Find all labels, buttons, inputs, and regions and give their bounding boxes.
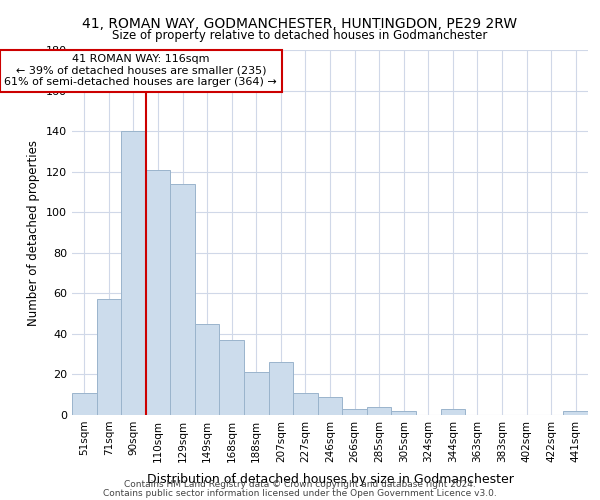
Bar (195, 324, 220, 415)
Bar (146, 170, 170, 415)
X-axis label: Distribution of detached houses by size in Godmanchester: Distribution of detached houses by size … (146, 473, 514, 486)
Bar (269, 362, 293, 415)
Bar (563, 411, 588, 415)
Text: Size of property relative to detached houses in Godmanchester: Size of property relative to detached ho… (112, 29, 488, 42)
Bar (293, 392, 318, 415)
Bar (318, 397, 342, 415)
Bar (220, 340, 244, 415)
Bar (244, 372, 269, 415)
Y-axis label: Number of detached properties: Number of detached properties (28, 140, 40, 326)
Bar (121, 131, 146, 415)
Text: 41, ROMAN WAY, GODMANCHESTER, HUNTINGDON, PE29 2RW: 41, ROMAN WAY, GODMANCHESTER, HUNTINGDON… (82, 18, 518, 32)
Bar (440, 409, 465, 415)
Text: 41 ROMAN WAY: 116sqm
← 39% of detached houses are smaller (235)
61% of semi-deta: 41 ROMAN WAY: 116sqm ← 39% of detached h… (4, 54, 277, 88)
Bar (72, 392, 97, 415)
Text: Contains public sector information licensed under the Open Government Licence v3: Contains public sector information licen… (103, 488, 497, 498)
Bar (97, 300, 121, 415)
Text: Contains HM Land Registry data © Crown copyright and database right 2024.: Contains HM Land Registry data © Crown c… (124, 480, 476, 489)
Bar (342, 409, 367, 415)
Bar (391, 411, 416, 415)
Bar (170, 184, 195, 415)
Bar (367, 407, 391, 415)
